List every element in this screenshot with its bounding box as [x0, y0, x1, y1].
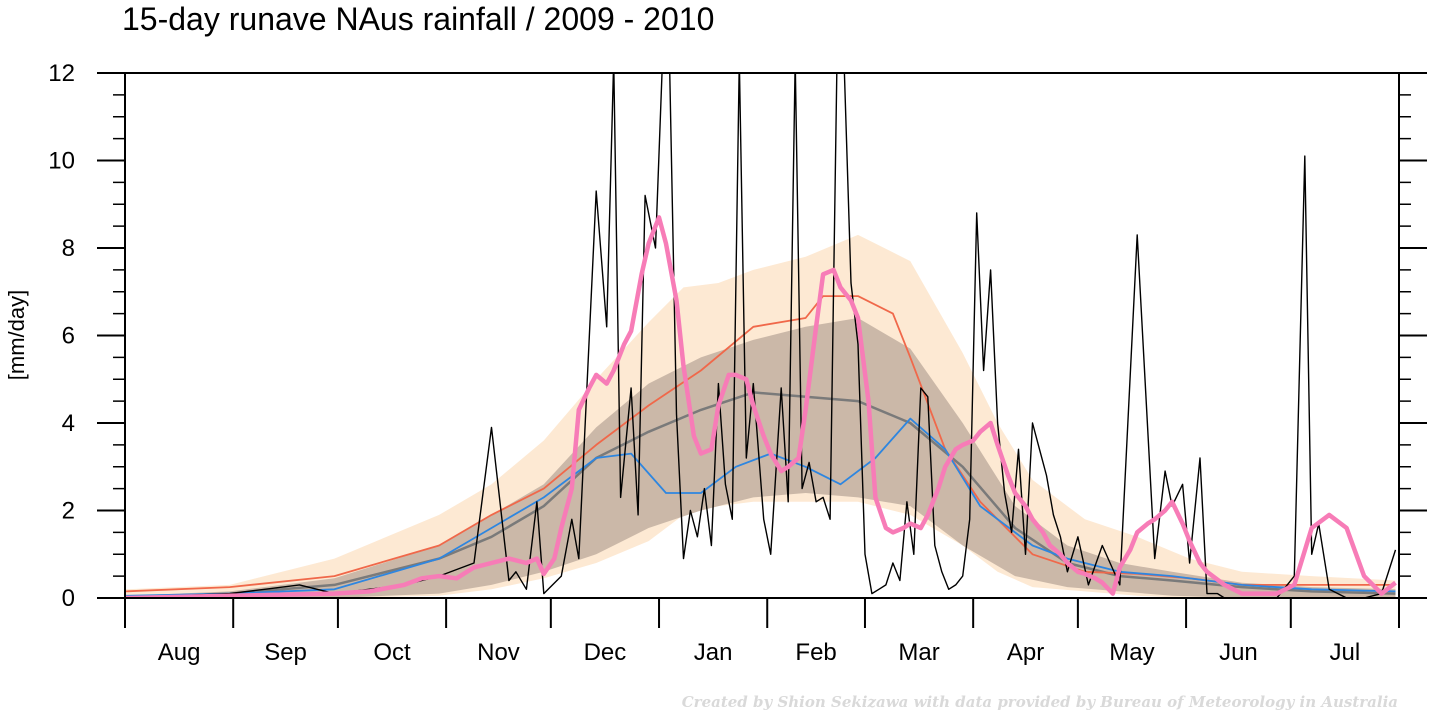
x-tick-label-apr: Apr	[1007, 639, 1044, 666]
y-tick-label-0: 0	[62, 585, 75, 612]
axes: 0 2 4 6 8 10 12 Aug Sep Oct Nov Dec Jan Feb Mar Apr May J…	[48, 60, 1427, 666]
x-tick-label-feb: Feb	[795, 639, 836, 666]
y-tick-label-12: 12	[48, 60, 75, 87]
y-tick-label-2: 2	[62, 498, 75, 525]
y-tick-label-6: 6	[62, 323, 75, 350]
x-tick-label-sep: Sep	[264, 639, 307, 666]
y-tick-label-4: 4	[62, 410, 75, 437]
chart-title: 15-day runave NAus rainfall / 2009 - 201…	[122, 1, 714, 37]
x-tick-label-may: May	[1109, 639, 1154, 666]
y-tick-label-8: 8	[62, 235, 75, 262]
credit-note: Created by Shion Sekizawa with data prov…	[682, 693, 1398, 711]
x-tick-label-aug: Aug	[158, 639, 201, 666]
x-tick-label-jun: Jun	[1219, 639, 1258, 666]
x-tick-label-nov: Nov	[477, 639, 520, 666]
plot-area	[125, 73, 1397, 598]
x-tick-label-dec: Dec	[584, 639, 627, 666]
y-tick-label-10: 10	[48, 148, 75, 175]
series-line-15-day-running-average	[125, 215, 1397, 598]
x-tick-label-jan: Jan	[694, 639, 733, 666]
x-tick-label-jul: Jul	[1330, 639, 1361, 666]
y-axis-label: [mm/day]	[4, 290, 29, 380]
series-line-daily-rainfall	[125, 73, 1397, 598]
x-tick-label-oct: Oct	[373, 639, 411, 666]
x-tick-label-mar: Mar	[898, 639, 939, 666]
